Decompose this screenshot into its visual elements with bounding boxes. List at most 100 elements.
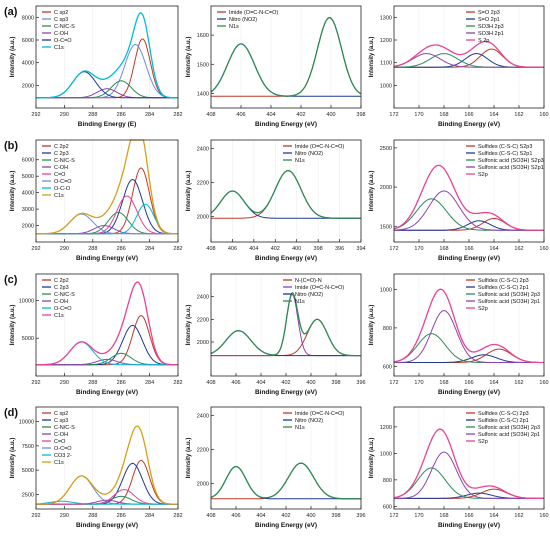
x-tick-label: 284 (145, 112, 154, 118)
legend-label: Nitro (NO2) (295, 418, 323, 424)
chart-svg-b-C1s: 292 290 288 286 284 282 2000 3000 4000 5000 6000 Bi… (10, 139, 183, 262)
y-axis-label: Intensity (a.u.) (369, 37, 375, 78)
y-axis-label: Intensity (a.u.) (10, 37, 16, 78)
x-tick-label: 164 (489, 513, 498, 519)
legend-label: C sp2 (54, 411, 68, 417)
x-tick-label: 402 (271, 246, 280, 252)
legend-label: S2p (478, 439, 488, 445)
x-tick-label: 398 (314, 246, 323, 252)
legend-label: CO3 2- (54, 453, 72, 459)
series-line (36, 500, 178, 505)
chart-panel-a-C1s: 292 290 288 286 284 282 2000 4000 6000 8000 Bindin… (0, 0, 184, 134)
x-tick-label: 406 (228, 246, 237, 252)
x-axis-label: Binding Energy (eV) (438, 389, 500, 396)
x-tick-label: 282 (173, 246, 182, 252)
x-tick-label: 168 (439, 513, 448, 519)
legend-label: N1s (229, 24, 239, 30)
x-tick-label: 292 (31, 380, 40, 386)
legend-label: Imide (O=C-N-C=O) (295, 411, 344, 417)
x-tick-label: 164 (489, 246, 498, 252)
legend-label: C 2p3 (54, 151, 69, 157)
series-line (36, 315, 178, 366)
x-tick-label: 292 (31, 246, 40, 252)
y-tick-label: 1300 (380, 15, 392, 21)
legend-label: Sulfonic acid (SO3H) S2p3 (478, 158, 544, 164)
y-tick-label: 10000 (19, 420, 34, 426)
chart-svg-d-N1s: 408 406 404 402 400 398 396 2000 2200 2400 Binding… (186, 406, 366, 529)
y-tick-label: 2000 (197, 215, 209, 221)
series-line (36, 425, 178, 505)
x-tick-label: 290 (60, 112, 69, 118)
plot-frame (35, 139, 179, 243)
x-tick-label: 162 (514, 246, 523, 252)
x-tick-label: 398 (356, 112, 365, 118)
x-tick-label: 408 (206, 246, 215, 252)
legend-label: Imide (O=C-N-C=O) (295, 285, 344, 291)
row-label-a: (a) (4, 6, 18, 18)
x-axis-label: Binding Energy (E) (78, 121, 137, 128)
chart-panel-c-S2p: 172 170 168 166 164 162 160 600 800 1000 Binding E… (366, 268, 550, 402)
legend-label: C1s (54, 460, 64, 466)
x-tick-label: 282 (173, 513, 182, 519)
legend-label: SO3H 2p3 (478, 24, 504, 30)
y-tick-label: 2400 (197, 147, 209, 153)
y-axis-label: Intensity (a.u.) (10, 171, 16, 212)
x-tick-label: 404 (256, 380, 265, 386)
series-line (36, 195, 178, 235)
x-tick-label: 288 (88, 513, 97, 519)
x-tick-label: 396 (356, 513, 365, 519)
legend-label: Sulfides (C-S-C) S2p3 (478, 144, 532, 150)
y-axis-label: Intensity (a.u.) (186, 171, 192, 212)
x-tick-label: 406 (236, 112, 245, 118)
x-axis-label: Binding Energy (eV) (255, 121, 317, 128)
chart-panel-c-N1s: 408 406 404 402 400 398 396 2000 2200 2400 Binding… (183, 268, 367, 402)
x-tick-label: 284 (145, 513, 154, 519)
y-axis-label: Intensity (a.u.) (10, 305, 16, 346)
y-axis-label: Intensity (a.u.) (186, 305, 192, 346)
y-tick-label: 2500 (380, 146, 392, 152)
x-tick-label: 402 (296, 112, 305, 118)
x-axis-label: Binding Energy (eV) (76, 389, 138, 396)
y-tick-label: 800 (383, 478, 392, 484)
y-tick-label: 2000 (197, 482, 209, 488)
legend-label: S 2p (478, 38, 489, 44)
chart-panel-c-C1s: 292 290 288 286 284 282 5000 10000 Binding Energ… (0, 268, 184, 402)
plot-frame (35, 273, 179, 377)
x-tick-label: 166 (464, 380, 473, 386)
x-tick-label: 398 (331, 380, 340, 386)
row-label-b: (b) (4, 140, 19, 152)
legend-label: O-C=O (54, 306, 72, 312)
legend-label: Nitro (NO2) (295, 292, 323, 298)
x-tick-label: 286 (117, 246, 126, 252)
legend-label: Nitro (NO2) (229, 17, 257, 23)
x-tick-label: 404 (249, 246, 258, 252)
legend-label: S=O 2p3 (478, 10, 500, 16)
legend-label: C-N/C-S (54, 158, 75, 164)
legend-label: C1s (54, 45, 64, 51)
x-tick-label: 406 (231, 380, 240, 386)
legend-label: Sulfonic acid (SO3H) 2p1 (478, 432, 540, 438)
row-label-c: (c) (4, 274, 18, 286)
series-line (393, 40, 544, 68)
series-line (393, 53, 544, 68)
chart-panel-d-S2p: 172 170 168 166 164 162 160 600 800 1000 1200 Bindi… (366, 401, 550, 535)
y-tick-label: 8000 (22, 15, 34, 21)
plot-frame (210, 139, 362, 243)
legend-label: C-OH (54, 165, 68, 171)
x-axis-label: Binding Energy (eV) (255, 255, 317, 262)
x-tick-label: 286 (117, 112, 126, 118)
series-line (36, 462, 178, 505)
x-tick-label: 162 (514, 112, 523, 118)
x-tick-label: 170 (414, 112, 423, 118)
y-tick-label: 600 (383, 364, 392, 370)
x-tick-label: 170 (414, 246, 423, 252)
x-tick-label: 282 (173, 380, 182, 386)
series-line (36, 203, 179, 235)
x-axis-label: Binding Energy (eV) (76, 255, 138, 262)
y-tick-label: 10000 (19, 298, 34, 304)
x-tick-label: 400 (306, 380, 315, 386)
legend-label: C-N/C-S (54, 24, 75, 30)
y-axis-label: Intensity (a.u.) (186, 37, 192, 78)
legend-label: S2p (478, 306, 488, 312)
legend-label: C-OH (54, 432, 68, 438)
